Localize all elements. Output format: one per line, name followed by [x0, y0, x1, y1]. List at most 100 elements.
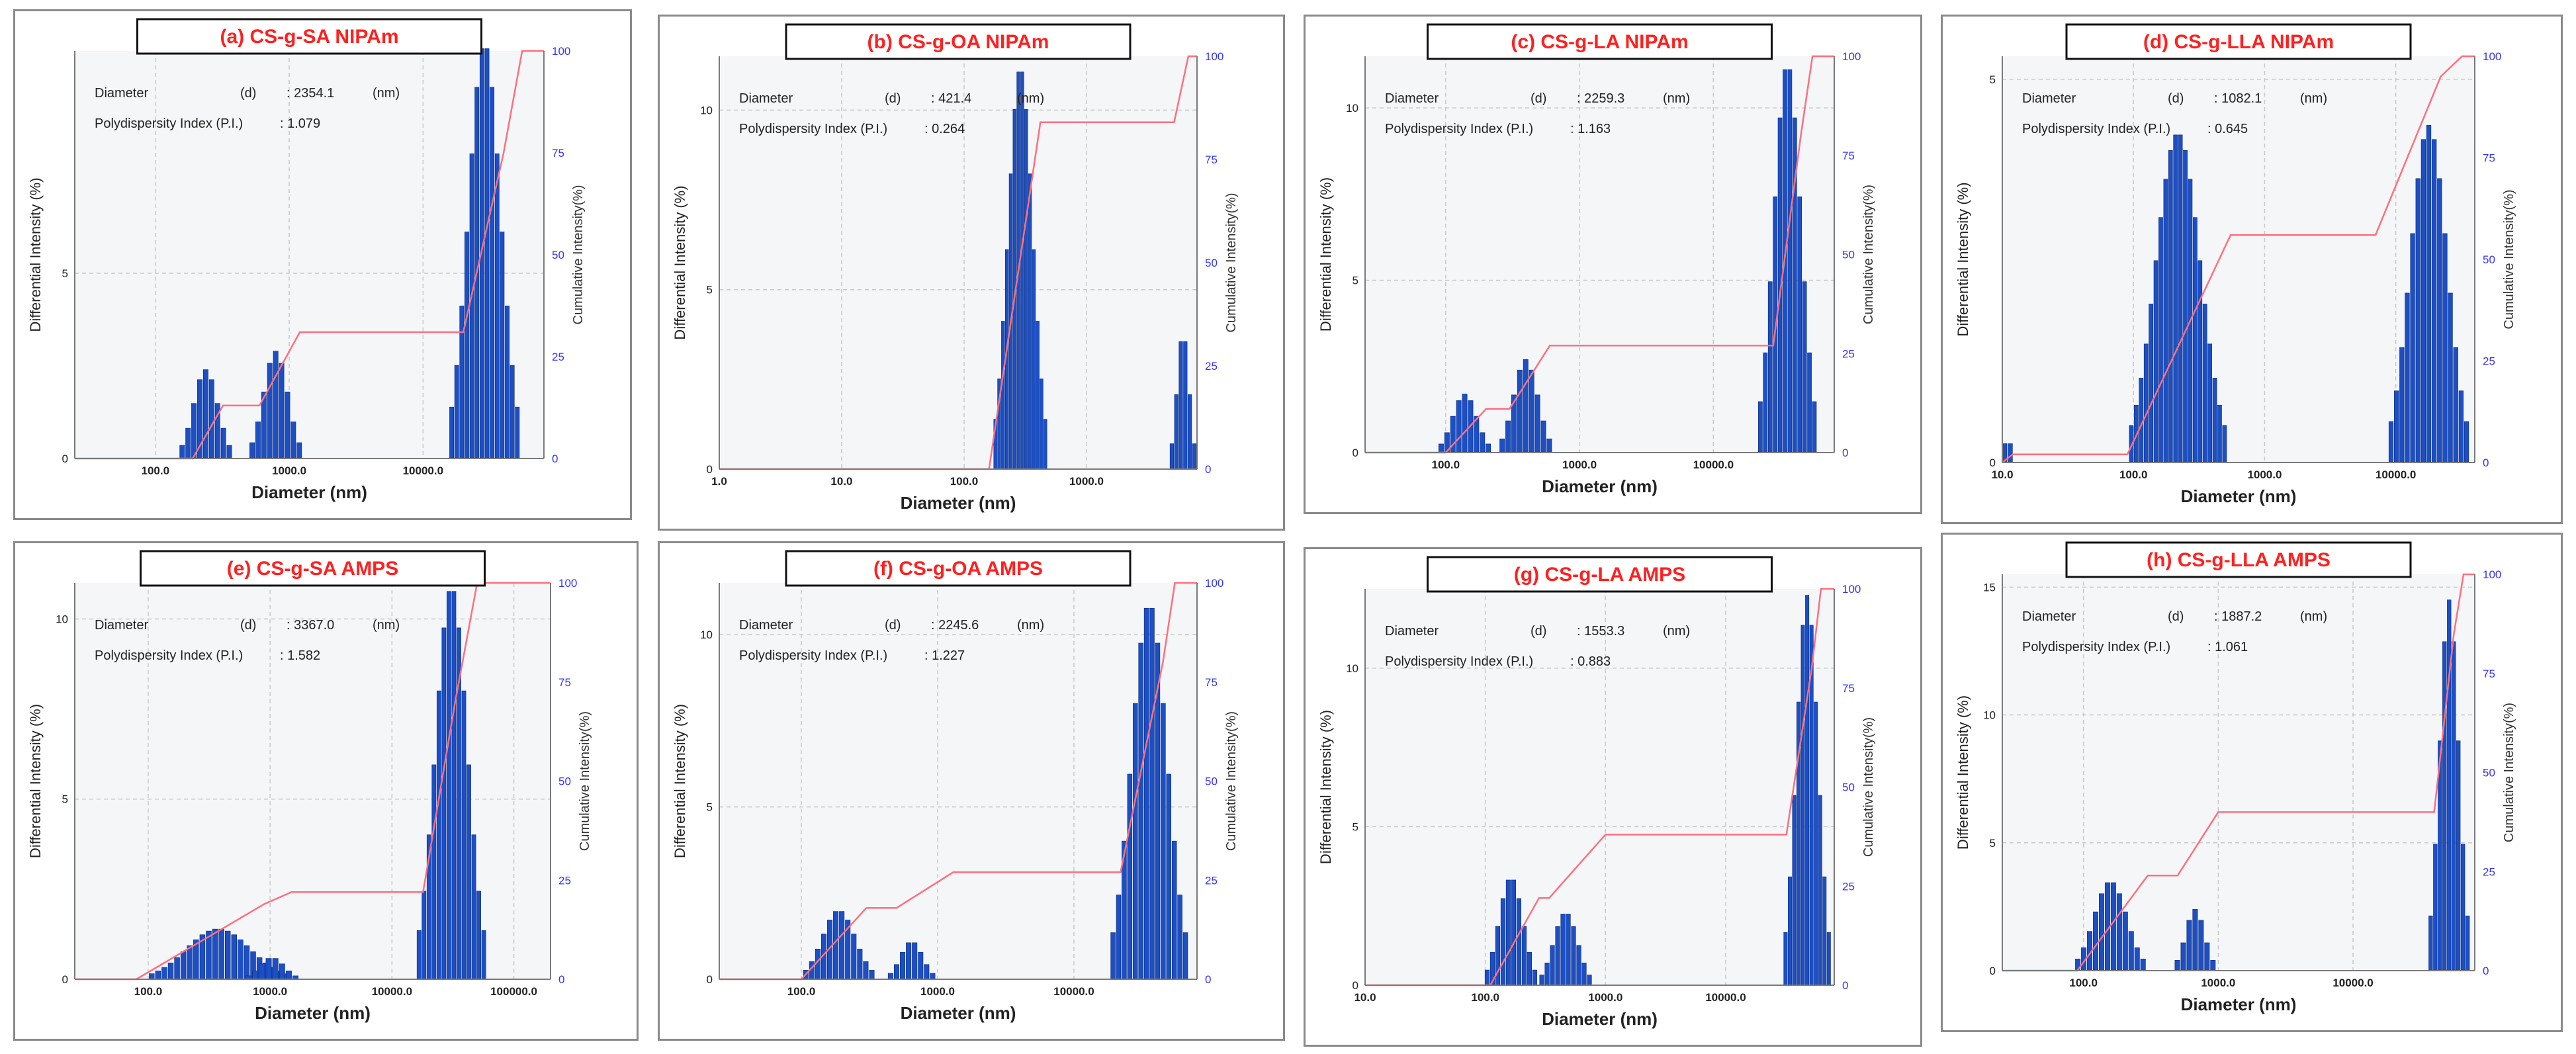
x-tick-label: 10000.0 — [1053, 985, 1094, 998]
bar — [1116, 895, 1122, 980]
bar — [2405, 292, 2410, 463]
diameter-unit: (nm) — [373, 86, 400, 101]
y-tick-label: 5 — [62, 793, 68, 806]
bar — [155, 971, 161, 980]
bar — [2410, 233, 2415, 463]
y-tick-label: 10 — [700, 629, 713, 641]
bar — [1783, 932, 1788, 986]
bar — [2174, 960, 2180, 971]
chart-svg: 100.0 1000.0 10000.0 0 5 10 15 0 25 50 75 100 Diamet… — [1955, 541, 2516, 1014]
x-tick-label: 10000.0 — [2376, 468, 2416, 481]
bar — [1183, 341, 1188, 470]
bar — [272, 958, 279, 980]
pi-label: Polydispersity Index (P.I.) — [739, 122, 887, 136]
bar — [2093, 911, 2098, 971]
bar — [2432, 139, 2437, 463]
y2-tick-label: 25 — [552, 351, 564, 363]
x-axis-label: Diameter (nm) — [255, 1003, 371, 1023]
bar — [2163, 179, 2168, 463]
bar — [1171, 840, 1177, 980]
bar — [476, 891, 481, 980]
bar — [244, 945, 250, 980]
pi-label: Polydispersity Index (P.I.) — [95, 116, 243, 131]
bar — [2388, 421, 2394, 463]
x-tick-label: 100.0 — [1471, 991, 1499, 1004]
bar — [447, 591, 451, 980]
bar — [285, 971, 292, 980]
bar — [2426, 124, 2432, 463]
chart-svg: 100.0 1000.0 10000.005100255075100Diameter… — [1317, 23, 1876, 496]
y2-tick-label: 0 — [552, 453, 558, 465]
bar — [202, 369, 208, 459]
chart-panel-f: 100.0 1000.0 10000.0 0 5 10 0 25 50 75 100 Diameter… — [658, 541, 1285, 1041]
x-axis-label: Diameter (nm) — [1542, 1009, 1658, 1029]
y2-tick-label: 50 — [1205, 775, 1218, 788]
bar — [1587, 975, 1592, 986]
bar — [1044, 419, 1047, 470]
y-tick-label: 5 — [1990, 73, 1996, 86]
plot-area — [1365, 56, 1834, 453]
bar — [1532, 969, 1537, 986]
bar — [255, 421, 261, 459]
y2-tick-label: 100 — [1205, 50, 1223, 63]
bar-group — [1484, 595, 1831, 986]
y-axis-label: Differential Intensity (%) — [1955, 182, 1971, 336]
bar-group — [2002, 124, 2469, 463]
x-tick-label: 100.0 — [1432, 459, 1460, 471]
x-axis-label: Diameter (nm) — [2181, 994, 2297, 1014]
y-tick-label: 5 — [707, 284, 713, 296]
y2-axis-label: Cumulative Intensity(%) — [1861, 717, 1876, 857]
bar — [238, 940, 244, 980]
bar — [1177, 895, 1182, 980]
bar — [2442, 233, 2448, 463]
y2-axis-label: Cumulative Intensity(%) — [571, 185, 586, 324]
y2-axis-label: Cumulative Intensity(%) — [1861, 185, 1876, 324]
title-box — [2065, 541, 2412, 578]
bar — [1438, 443, 1444, 453]
bar — [918, 951, 924, 980]
bar — [466, 764, 471, 980]
y-tick-label: 0 — [1990, 965, 1996, 977]
bar — [2153, 260, 2158, 463]
bar — [2433, 844, 2438, 971]
y2-tick-label: 75 — [2483, 152, 2495, 165]
cumulative-line — [1365, 588, 1834, 987]
y-axis-label: Differential Intensity (%) — [1317, 177, 1334, 331]
diameter-label: Diameter — [1385, 91, 1439, 106]
diameter-d-label: (d) — [2168, 91, 2184, 106]
cumulative-line — [2002, 573, 2475, 972]
bar — [1566, 914, 1571, 986]
chart-title: (c) CS-g-LA NIPAm — [1511, 31, 1688, 53]
chart-panel-c: 100.0 1000.0 10000.0 0 5 10 0 25 50 75 100 Diameter… — [1304, 15, 1922, 514]
bar — [1516, 898, 1522, 986]
bar — [1550, 945, 1555, 986]
bar — [224, 930, 231, 980]
y2-tick-label: 50 — [552, 249, 564, 261]
bar — [1188, 394, 1192, 470]
diameter-value: : 2259.3 — [1577, 91, 1624, 106]
y-tick-label: 5 — [1990, 837, 1996, 850]
title-box — [140, 550, 486, 587]
chart-panel-a: 100.0 1000.0 10000.0 0 5 0 25 50 75 100 Diameter (… — [13, 9, 632, 520]
bar — [1534, 394, 1540, 453]
bar — [1818, 795, 1822, 986]
y-axis-label: Differential Intensity (%) — [672, 185, 688, 339]
y2-tick-label: 50 — [2483, 767, 2495, 779]
pi-value: : 1.061 — [2207, 640, 2248, 654]
bar — [161, 967, 167, 980]
y2-axis-label: Cumulative Intensity(%) — [578, 711, 592, 851]
bar — [1581, 963, 1587, 986]
bar — [1028, 173, 1032, 470]
x-tick-label: 1000.0 — [2201, 977, 2235, 989]
x-tick-label: 1.0 — [711, 475, 727, 488]
x-tick-label: 1000.0 — [2247, 468, 2282, 481]
x-tick-label: 10000.0 — [1693, 459, 1734, 471]
bar — [893, 964, 900, 980]
x-axis-label: Diameter (nm) — [2181, 486, 2297, 506]
bar — [212, 928, 218, 980]
bar — [208, 379, 214, 459]
y-tick-label: 0 — [1990, 457, 1996, 469]
bar — [290, 421, 296, 459]
y2-tick-label: 50 — [1842, 781, 1855, 794]
bar — [1462, 394, 1468, 453]
